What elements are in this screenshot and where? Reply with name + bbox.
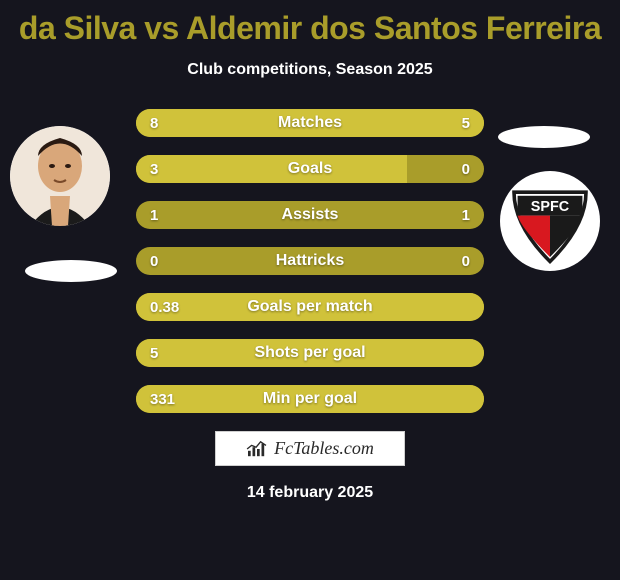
svg-text:SPFC: SPFC (531, 199, 569, 215)
stat-label: Shots per goal (136, 339, 484, 367)
club-right-badge: SPFC (500, 171, 600, 271)
stat-label: Goals (136, 155, 484, 183)
spfc-badge-icon: SPFC (505, 176, 595, 266)
stat-bar-row: 5Shots per goal (136, 339, 484, 367)
stat-bar-row: 30Goals (136, 155, 484, 183)
stat-bar-row: 0.38Goals per match (136, 293, 484, 321)
stat-label: Assists (136, 201, 484, 229)
watermark-text: FcTables.com (274, 438, 374, 459)
stat-bar-row: 85Matches (136, 109, 484, 137)
placeholder-ellipse-left (25, 260, 117, 282)
chart-icon (246, 440, 268, 458)
player-photo-icon (10, 126, 110, 226)
comparison-title: da Silva vs Aldemir dos Santos Ferreira (0, 0, 620, 47)
stat-bar-row: 331Min per goal (136, 385, 484, 413)
stat-label: Matches (136, 109, 484, 137)
stat-bar-row: 11Assists (136, 201, 484, 229)
stat-label: Min per goal (136, 385, 484, 413)
stat-bar-row: 00Hattricks (136, 247, 484, 275)
player-left-avatar (10, 126, 110, 226)
stat-label: Hattricks (136, 247, 484, 275)
comparison-subtitle: Club competitions, Season 2025 (0, 61, 620, 79)
comparison-date: 14 february 2025 (0, 484, 620, 502)
stat-bars: 85Matches 30Goals 11Assists 00Hattricks 0.38… (136, 109, 484, 413)
placeholder-ellipse-right (498, 126, 590, 148)
watermark: FcTables.com (215, 431, 405, 466)
stat-label: Goals per match (136, 293, 484, 321)
